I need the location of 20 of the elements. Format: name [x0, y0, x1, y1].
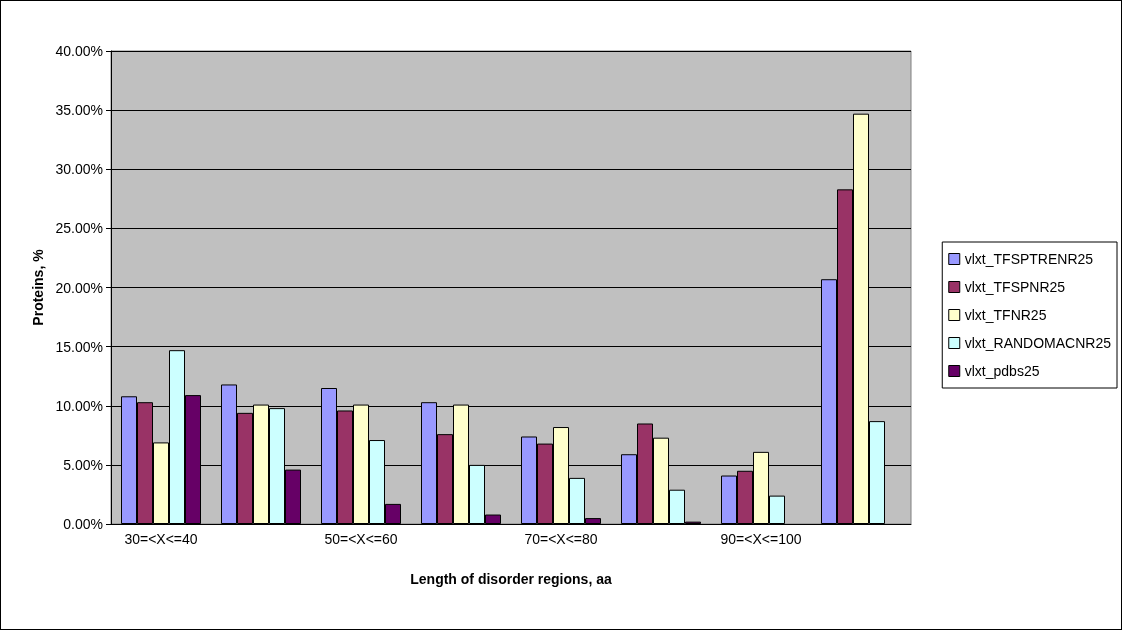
y-axis-title: Proteins, %: [29, 248, 46, 326]
legend-label: vlxt_TFSPTRENR25: [964, 251, 1094, 267]
legend-label: vlxt_TFSPNR25: [964, 279, 1066, 295]
legend-label: vlxt_pdbs25: [964, 363, 1040, 379]
legend-label: vlxt_RANDOMACNR25: [964, 335, 1112, 351]
x-tick-label: 90=<X<=100: [720, 531, 802, 547]
y-tick-label: 15.00%: [55, 338, 103, 355]
y-tick-label: 25.00%: [55, 220, 103, 237]
x-tick-label: 30=<X<=40: [124, 531, 198, 547]
x-tick-label: 70=<X<=80: [524, 531, 598, 547]
y-tick-label: 40.00%: [55, 43, 103, 59]
y-tick-label: 0.00%: [63, 516, 103, 532]
x-axis-title: Length of disorder regions, aa: [410, 571, 612, 587]
y-tick-label: 30.00%: [55, 161, 103, 178]
legend-label: vlxt_TFNR25: [964, 307, 1047, 323]
y-tick-label: 10.00%: [55, 397, 103, 414]
x-tick-label: 50=<X<=60: [324, 531, 398, 547]
y-tick-label: 5.00%: [63, 456, 103, 473]
y-tick-label: 35.00%: [55, 102, 103, 119]
y-tick-label: 20.00%: [55, 279, 103, 296]
